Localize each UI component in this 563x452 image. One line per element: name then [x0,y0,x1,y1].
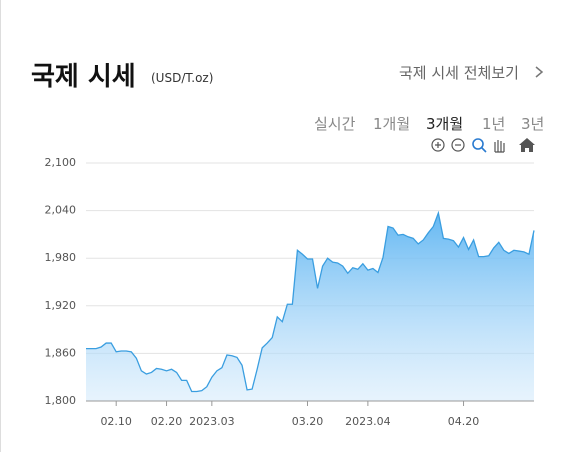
tab[interactable]: 3년 [521,115,545,133]
x-tick-label: 02.20 [151,415,183,428]
line [86,210,535,393]
toolbar [431,138,535,153]
y-tick-label: 1,980 [45,251,77,264]
tab[interactable]: 실시간 [314,115,356,133]
zoom-select[interactable] [472,138,487,153]
zoom-in[interactable] [431,138,445,152]
y-tick-label: 1,800 [45,394,77,407]
y-tick-label: 1,920 [45,299,77,312]
view-all-link[interactable]: 국제 시세 전체보기 [399,64,519,82]
tab[interactable]: 1년 [482,115,506,133]
zoom-out[interactable] [451,138,465,152]
y-tick-label: 2,100 [45,156,77,169]
reset[interactable] [519,138,535,152]
x-tick-label: 2023.03 [189,415,235,428]
tab[interactable]: 1개월 [373,115,411,133]
tab-active[interactable]: 3개월 [426,115,464,133]
y-tick-label: 1,860 [45,346,77,359]
area [86,212,534,401]
x-tick-label: 03.20 [292,415,324,428]
x-tick-label: 2023.04 [345,415,391,428]
unit: (USD/T.oz) [151,71,214,85]
x-tick-label: 02.10 [100,415,132,428]
title: 국제 시세 [31,62,136,92]
y-tick-label: 2,040 [45,204,77,217]
chevron[interactable] [534,65,544,79]
pan[interactable] [494,140,505,153]
x-tick-label: 04.20 [448,415,480,428]
